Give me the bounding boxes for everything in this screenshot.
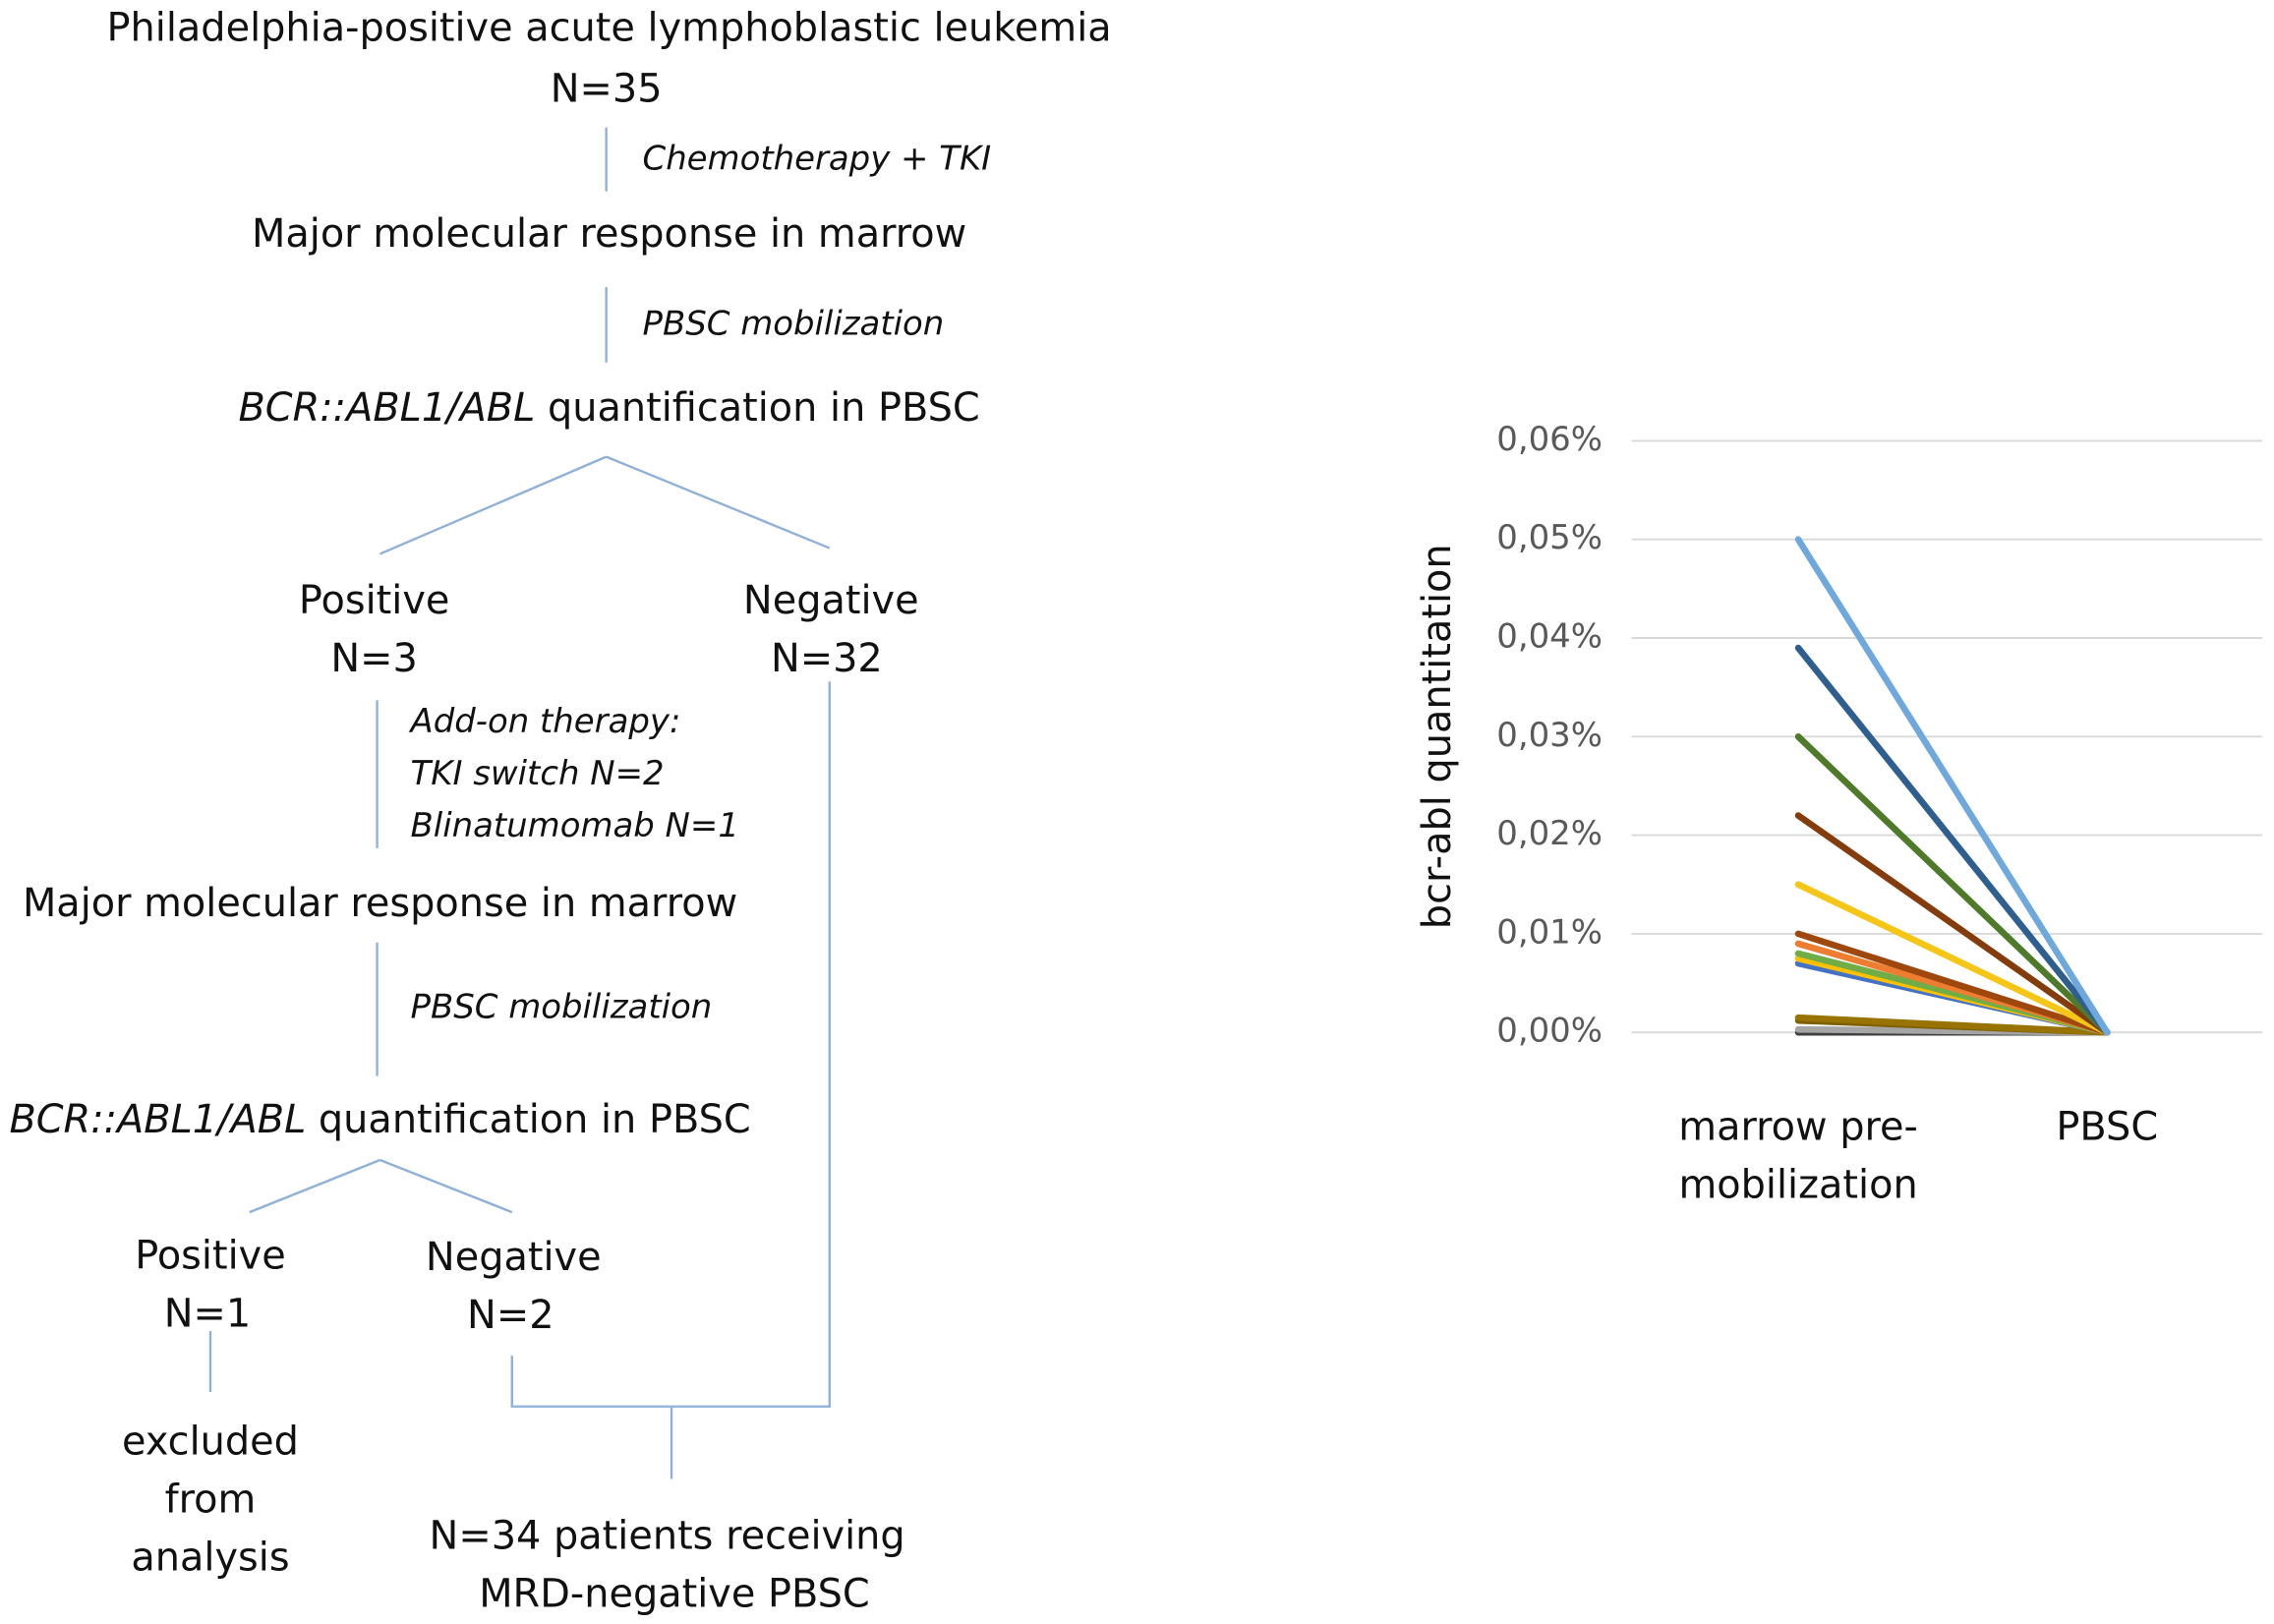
y-tick-label: 0,05% <box>1496 518 1603 556</box>
node-text: MRD-negative PBSC <box>479 1571 870 1616</box>
node-text: N=3 <box>330 636 417 681</box>
series-line <box>1794 644 2111 1036</box>
y-tick-label: 0,06% <box>1496 420 1603 458</box>
x-tick-label: PBSC <box>2056 1104 2159 1150</box>
node-text: N=35 <box>551 66 663 111</box>
node-text: Negative <box>743 578 919 623</box>
node-text: quantification in PBSC <box>548 385 980 431</box>
edge-label: PBSC mobilization <box>411 987 713 1025</box>
connector <box>606 455 831 550</box>
node-text: Philadelphia-positive acute lymphoblasti… <box>107 5 1112 50</box>
node-text: N=34 patients receiving <box>430 1513 905 1558</box>
node-text: analysis <box>131 1535 289 1580</box>
series-line <box>1794 881 2111 1036</box>
y-axis-label: bcr-abl quantitation <box>1415 544 1460 929</box>
series-line <box>1794 930 2111 1036</box>
node-text: Positive <box>135 1234 285 1279</box>
flowchart: Philadelphia-positive acute lymphoblasti… <box>9 5 1111 1616</box>
connector <box>379 455 608 555</box>
y-tick-label: 0,04% <box>1496 617 1603 656</box>
chart: bcr-abl quantitation 0,00% 0,01% 0,02% 0,03… <box>1415 420 2263 1208</box>
y-tick-label: 0,03% <box>1496 716 1603 754</box>
y-tick-label: 0,02% <box>1496 814 1603 852</box>
edge-label: Add-on therapy: <box>409 702 681 740</box>
series-line <box>1794 536 2111 1036</box>
x-tick-label-box: marrow pre-mobilization <box>1678 1104 1918 1208</box>
node-text: BCR::ABL1/ABL quantification in PBSC <box>238 385 979 431</box>
node-text: Negative <box>426 1235 602 1280</box>
y-tick-label: 0,01% <box>1496 912 1603 951</box>
y-tick-label: 0,00% <box>1496 1012 1603 1050</box>
edge-label: Blinatumomab N=1 <box>411 806 739 844</box>
edge-label: TKI switch N=2 <box>411 754 665 792</box>
node-text: from <box>165 1477 257 1522</box>
connector <box>379 1158 513 1214</box>
node-text: Major molecular response in marrow <box>252 211 966 257</box>
series-line <box>1794 812 2111 1036</box>
x-tick-label: marrow pre-mobilization <box>1678 1104 1918 1208</box>
node-text-italic: BCR::ABL1/ABL <box>238 385 535 431</box>
series-line <box>1794 732 2111 1036</box>
node-text: N=2 <box>467 1293 554 1338</box>
node-text: N=1 <box>164 1292 251 1337</box>
edge-label: PBSC mobilization <box>643 305 945 343</box>
x-tick-label-box: PBSC <box>2056 1104 2159 1150</box>
node-text: quantification in PBSC <box>319 1097 751 1142</box>
node-text-italic: BCR::ABL1/ABL <box>9 1097 306 1142</box>
node-text: N=32 <box>771 636 883 681</box>
node-text: BCR::ABL1/ABL quantification in PBSC <box>9 1097 750 1142</box>
edge-label: Chemotherapy + TKI <box>643 140 992 178</box>
connector <box>249 1158 380 1214</box>
node-text: excluded <box>122 1419 299 1464</box>
node-text: Major molecular response in marrow <box>23 881 737 926</box>
node-text: Positive <box>299 578 449 623</box>
series-line <box>1794 1014 2111 1036</box>
